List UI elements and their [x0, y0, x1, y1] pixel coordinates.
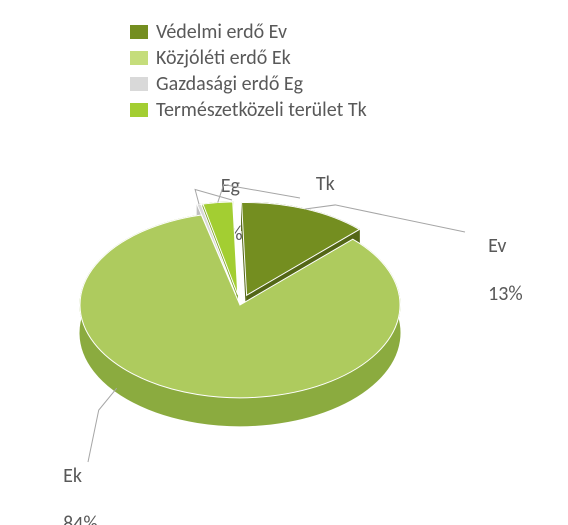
callout-ev-code: Ev — [488, 234, 506, 258]
legend-label-tk: Természetközeli terület Tk — [156, 98, 367, 122]
legend: Védelmi erdő Ev Közjóléti erdő Ek Gazdas… — [130, 20, 367, 124]
legend-item: Természetközeli terület Tk — [130, 98, 367, 122]
legend-label-ek: Közjóléti erdő Ek — [156, 46, 291, 70]
legend-label-eg: Gazdasági erdő Eg — [156, 72, 303, 96]
legend-item: Közjóléti erdő Ek — [130, 46, 367, 70]
pie-chart: Védelmi erdő Ev Közjóléti erdő Ek Gazdas… — [0, 0, 568, 525]
callout-ek-pct: 84% — [63, 512, 98, 525]
legend-swatch-ev — [130, 25, 148, 39]
pie-svg — [40, 155, 470, 485]
legend-swatch-tk — [130, 103, 148, 117]
legend-label-ev: Védelmi erdő Ev — [156, 20, 287, 44]
legend-item: Gazdasági erdő Eg — [130, 72, 367, 96]
legend-item: Védelmi erdő Ev — [130, 20, 367, 44]
legend-swatch-eg — [130, 77, 148, 91]
callout-ev: Ev 13% — [470, 210, 523, 330]
callout-ev-pct: 13% — [488, 282, 523, 306]
legend-swatch-ek — [130, 51, 148, 65]
